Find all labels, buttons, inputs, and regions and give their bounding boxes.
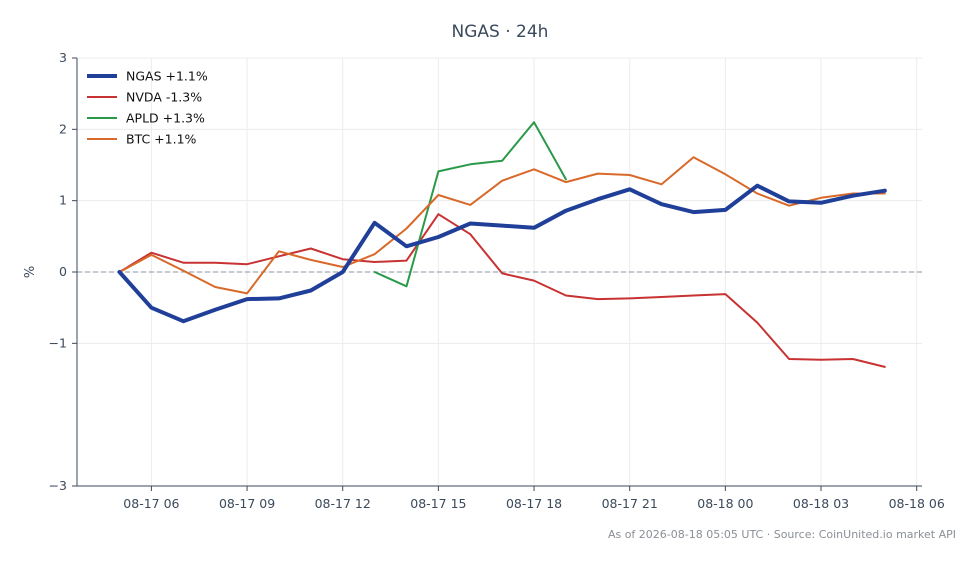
y-tick-label: 3 [59, 50, 67, 65]
legend: NGAS +1.1% NVDA -1.3% APLD +1.3% BTC +1.1% [87, 69, 208, 147]
x-tick-label: 08-17 21 [602, 496, 658, 511]
series-line-btc [118, 156, 886, 295]
legend-label-nvda: NVDA -1.3% [126, 90, 202, 105]
series-line-apld [373, 121, 567, 288]
x-tick-label: 08-17 12 [315, 496, 371, 511]
series-lines [117, 121, 887, 368]
x-tick-label: 08-17 15 [410, 496, 466, 511]
y-tick-label: −3 [49, 478, 67, 493]
series-line-nvda [118, 213, 886, 368]
source-footer: As of 2026-08-18 05:05 UTC · Source: Coi… [608, 528, 956, 541]
x-tick-label: 08-18 00 [697, 496, 753, 511]
y-axis-ticks: −3 −1 0 1 2 3 [49, 50, 77, 493]
series-line-ngas [117, 183, 887, 324]
x-tick-label: 08-17 09 [219, 496, 275, 511]
legend-label-btc: BTC +1.1% [126, 132, 197, 147]
y-tick-label: 0 [59, 264, 67, 279]
chart-title: NGAS · 24h [452, 22, 549, 42]
x-tick-label: 08-18 03 [793, 496, 849, 511]
y-tick-label: −1 [49, 335, 67, 350]
legend-label-ngas: NGAS +1.1% [126, 69, 208, 84]
x-tick-label: 08-18 06 [889, 496, 945, 511]
y-axis-label: % [23, 266, 38, 278]
x-tick-label: 08-17 18 [506, 496, 562, 511]
x-axis-ticks: 08-17 06 08-17 09 08-17 12 08-17 15 08-17 18… [123, 486, 945, 511]
legend-label-apld: APLD +1.3% [126, 111, 205, 126]
y-tick-label: 2 [59, 121, 67, 136]
y-tick-label: 1 [59, 193, 67, 208]
x-tick-label: 08-17 06 [123, 496, 179, 511]
